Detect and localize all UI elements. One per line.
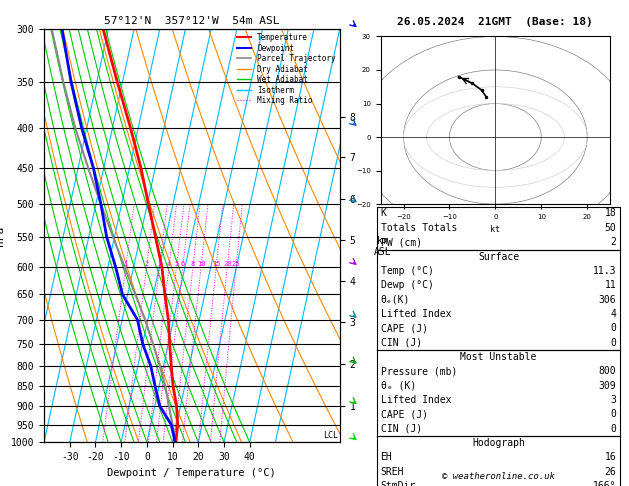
Text: CIN (J): CIN (J)	[381, 424, 421, 434]
Text: 2: 2	[145, 261, 148, 267]
Text: 0: 0	[611, 338, 616, 347]
Text: 5: 5	[174, 261, 179, 267]
Text: 26.05.2024  21GMT  (Base: 18): 26.05.2024 21GMT (Base: 18)	[397, 17, 593, 27]
Text: PW (cm): PW (cm)	[381, 237, 421, 247]
Text: 10: 10	[197, 261, 205, 267]
X-axis label: kt: kt	[491, 226, 500, 234]
Text: CIN (J): CIN (J)	[381, 338, 421, 347]
Text: 50: 50	[604, 223, 616, 233]
Text: Lifted Index: Lifted Index	[381, 395, 451, 405]
Text: Surface: Surface	[478, 252, 519, 261]
Text: Hodograph: Hodograph	[472, 438, 525, 448]
Text: EH: EH	[381, 452, 392, 462]
Text: 4: 4	[611, 309, 616, 319]
Text: 166°: 166°	[593, 481, 616, 486]
Text: 1: 1	[124, 261, 128, 267]
Text: 25: 25	[232, 261, 240, 267]
Text: 306: 306	[599, 295, 616, 305]
Text: Temp (°C): Temp (°C)	[381, 266, 433, 276]
Y-axis label: km
ASL: km ASL	[374, 236, 392, 257]
Title: 57°12'N  357°12'W  54m ASL: 57°12'N 357°12'W 54m ASL	[104, 16, 280, 26]
Text: 2: 2	[611, 237, 616, 247]
Text: 15: 15	[212, 261, 220, 267]
Text: 8: 8	[191, 261, 195, 267]
Text: 16: 16	[604, 452, 616, 462]
Text: 0: 0	[611, 323, 616, 333]
Text: 20: 20	[223, 261, 231, 267]
Text: 309: 309	[599, 381, 616, 391]
Text: © weatheronline.co.uk: © weatheronline.co.uk	[442, 472, 555, 481]
Text: StmDir: StmDir	[381, 481, 416, 486]
X-axis label: Dewpoint / Temperature (°C): Dewpoint / Temperature (°C)	[108, 468, 276, 478]
Text: 6: 6	[181, 261, 185, 267]
Text: 3: 3	[157, 261, 162, 267]
Text: 4: 4	[167, 261, 171, 267]
Text: θₑ (K): θₑ (K)	[381, 381, 416, 391]
Y-axis label: hPa: hPa	[0, 226, 5, 246]
Text: LCL: LCL	[323, 431, 338, 440]
Text: 3: 3	[611, 395, 616, 405]
Text: θₑ(K): θₑ(K)	[381, 295, 410, 305]
Text: Pressure (mb): Pressure (mb)	[381, 366, 457, 376]
Text: Totals Totals: Totals Totals	[381, 223, 457, 233]
Text: SREH: SREH	[381, 467, 404, 477]
Text: 0: 0	[611, 424, 616, 434]
Text: CAPE (J): CAPE (J)	[381, 409, 428, 419]
Text: Dewp (°C): Dewp (°C)	[381, 280, 433, 290]
Legend: Temperature, Dewpoint, Parcel Trajectory, Dry Adiabat, Wet Adiabat, Isotherm, Mi: Temperature, Dewpoint, Parcel Trajectory…	[237, 33, 336, 105]
Text: Most Unstable: Most Unstable	[460, 352, 537, 362]
Text: 800: 800	[599, 366, 616, 376]
Text: K: K	[381, 208, 386, 219]
Text: CAPE (J): CAPE (J)	[381, 323, 428, 333]
Text: 11.3: 11.3	[593, 266, 616, 276]
Text: 11: 11	[604, 280, 616, 290]
Text: 18: 18	[604, 208, 616, 219]
Text: 26: 26	[604, 467, 616, 477]
Text: Lifted Index: Lifted Index	[381, 309, 451, 319]
Text: 0: 0	[611, 409, 616, 419]
